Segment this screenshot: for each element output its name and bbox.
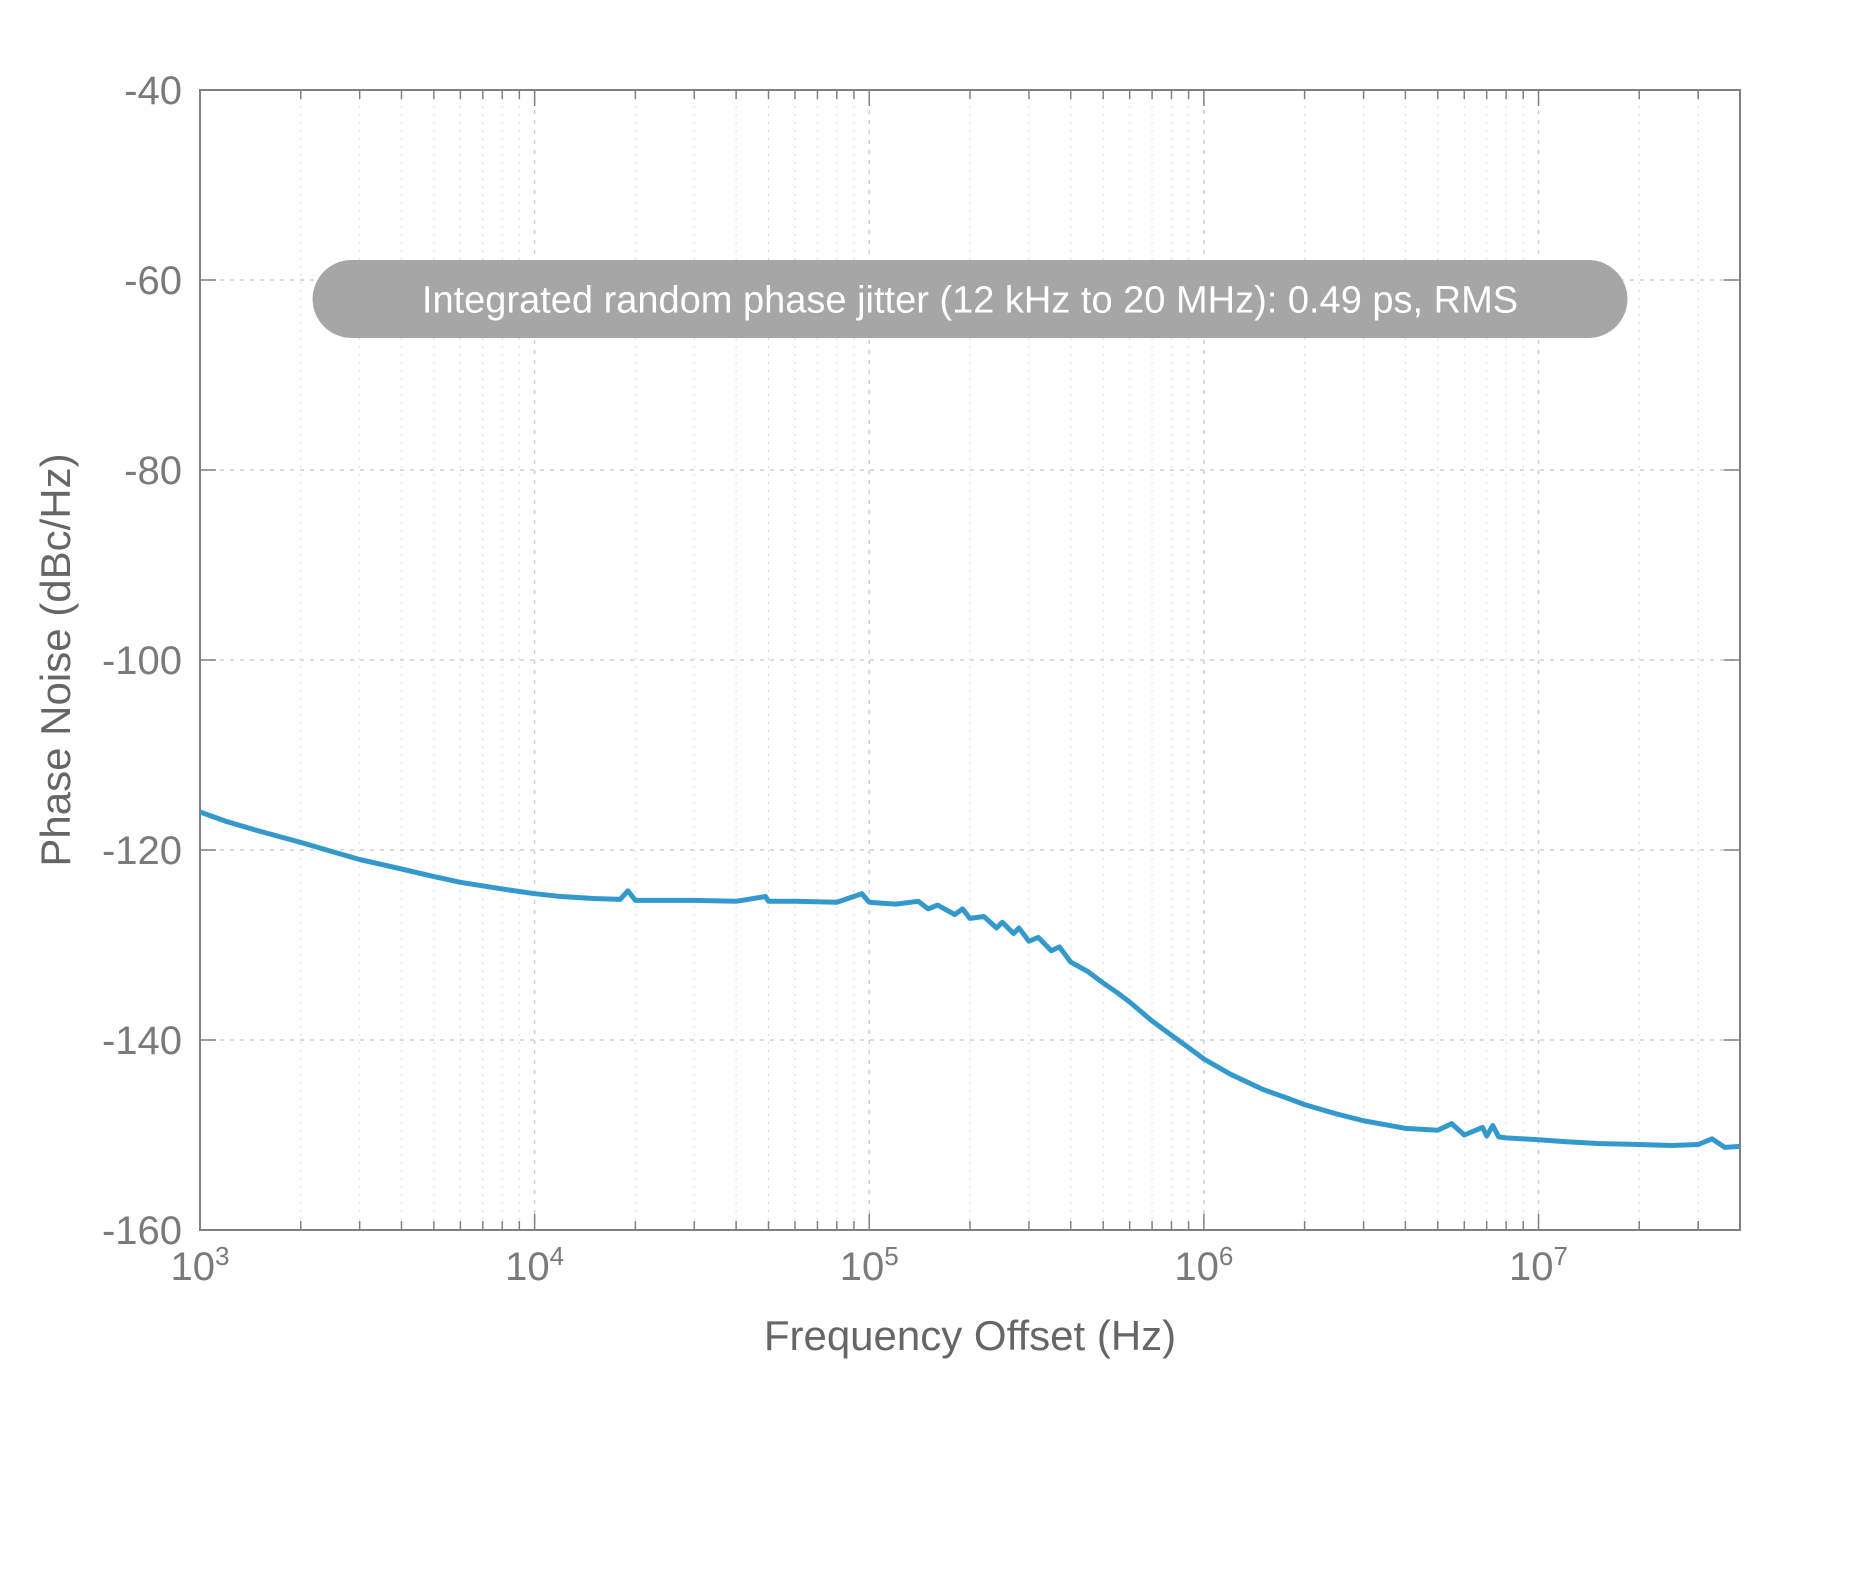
y-tick-label: -80	[124, 449, 182, 493]
y-tick-label: -140	[102, 1019, 182, 1063]
y-tick-label: -40	[124, 69, 182, 113]
y-axis-label: Phase Noise (dBc/Hz)	[32, 453, 79, 866]
chart-svg: -40-60-80-100-120-140-160103104105106107…	[0, 0, 1853, 1592]
annotation-text: Integrated random phase jitter (12 kHz t…	[422, 279, 1518, 321]
y-tick-label: -120	[102, 829, 182, 873]
phase-noise-chart: -40-60-80-100-120-140-160103104105106107…	[0, 0, 1853, 1592]
y-tick-label: -100	[102, 639, 182, 683]
x-axis-label: Frequency Offset (Hz)	[764, 1312, 1176, 1359]
y-tick-label: -60	[124, 259, 182, 303]
